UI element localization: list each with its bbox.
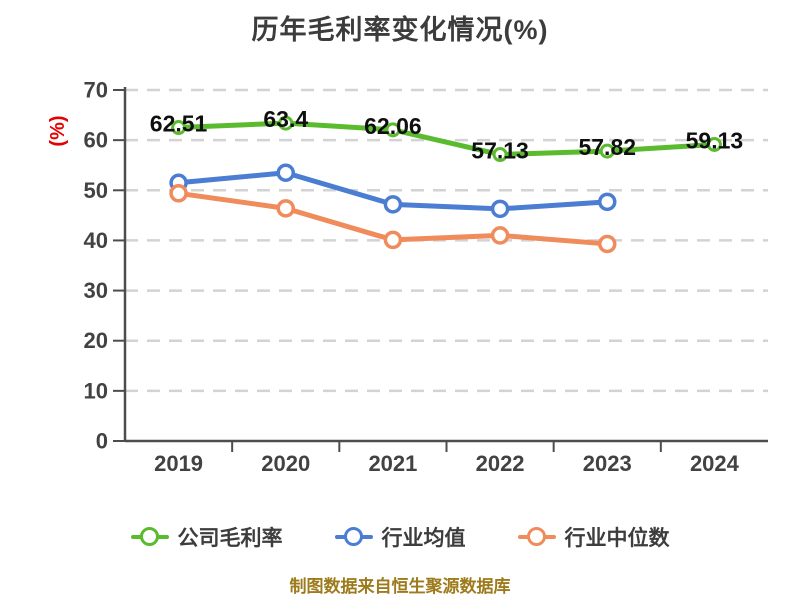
svg-text:30: 30 bbox=[84, 278, 108, 303]
chart-legend: 公司毛利率 行业均值 行业中位数 bbox=[0, 515, 800, 559]
svg-text:62.51: 62.51 bbox=[150, 111, 208, 137]
legend-label: 行业中位数 bbox=[564, 527, 670, 550]
svg-text:63.4: 63.4 bbox=[263, 106, 308, 132]
legend-marker-orange-line-icon bbox=[517, 525, 556, 549]
legend-item-company-gross-margin[interactable]: 公司毛利率 bbox=[130, 522, 283, 552]
svg-text:10: 10 bbox=[84, 378, 108, 403]
svg-text:62.06: 62.06 bbox=[364, 113, 422, 139]
svg-text:60: 60 bbox=[84, 128, 108, 153]
svg-text:20: 20 bbox=[84, 328, 108, 353]
svg-text:70: 70 bbox=[84, 78, 108, 103]
legend-label: 行业均值 bbox=[381, 527, 466, 550]
svg-text:(%): (%) bbox=[47, 115, 69, 146]
svg-text:57.13: 57.13 bbox=[471, 138, 529, 164]
legend-item-industry-median[interactable]: 行业中位数 bbox=[517, 522, 670, 552]
data-source-credit: 制图数据来自恒生聚源数据库 bbox=[289, 577, 511, 596]
legend-marker-green-line-icon bbox=[130, 525, 169, 549]
line-chart-canvas: 0 10 20 30 40 50 60 70 2019 2020 2021 2022 2023 2024 (… bbox=[47, 78, 768, 476]
legend-label: 公司毛利率 bbox=[177, 527, 283, 550]
svg-text:2020: 2020 bbox=[261, 451, 310, 476]
svg-text:2021: 2021 bbox=[368, 451, 417, 476]
svg-text:40: 40 bbox=[84, 228, 108, 253]
svg-text:2019: 2019 bbox=[154, 451, 203, 476]
legend-marker-blue-line-icon bbox=[334, 525, 373, 549]
svg-text:57.82: 57.82 bbox=[578, 134, 636, 160]
svg-text:50: 50 bbox=[84, 178, 108, 203]
legend-item-industry-mean[interactable]: 行业均值 bbox=[334, 522, 466, 552]
svg-text:2024: 2024 bbox=[690, 451, 740, 476]
svg-text:2023: 2023 bbox=[583, 451, 632, 476]
svg-text:2022: 2022 bbox=[476, 451, 525, 476]
svg-text:59.13: 59.13 bbox=[686, 128, 744, 154]
svg-text:0: 0 bbox=[96, 429, 108, 454]
chart-title: 历年毛利率变化情况(%) bbox=[251, 15, 549, 45]
